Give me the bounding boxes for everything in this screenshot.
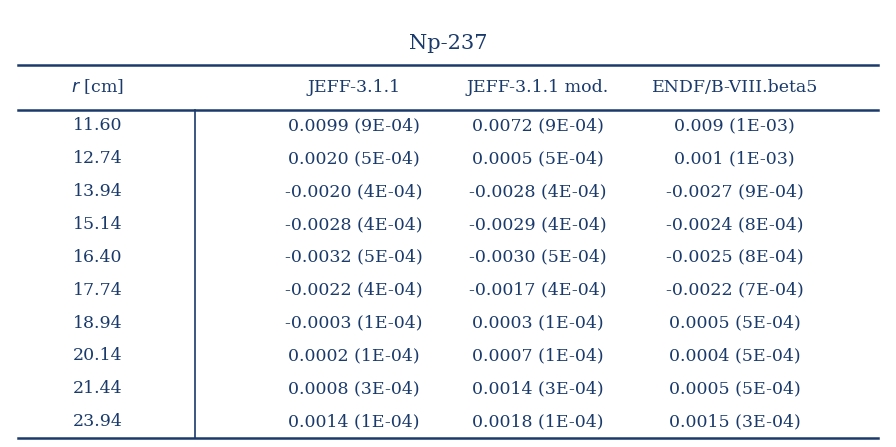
Text: 0.001 (1E-03): 0.001 (1E-03) [675, 150, 795, 167]
Text: 21.44: 21.44 [73, 380, 123, 397]
Text: -0.0022 (7E-04): -0.0022 (7E-04) [666, 282, 804, 299]
Text: 0.0005 (5E-04): 0.0005 (5E-04) [471, 150, 604, 167]
Text: 0.0014 (3E-04): 0.0014 (3E-04) [472, 380, 603, 397]
Text: 0.0002 (1E-04): 0.0002 (1E-04) [289, 347, 419, 364]
Text: 17.74: 17.74 [73, 282, 123, 299]
Text: 18.94: 18.94 [73, 315, 123, 332]
Text: 0.0015 (3E-04): 0.0015 (3E-04) [668, 413, 801, 430]
Text: 20.14: 20.14 [73, 347, 123, 364]
Text: -0.0028 (4E-04): -0.0028 (4E-04) [285, 216, 423, 233]
Text: 11.60: 11.60 [73, 118, 123, 135]
Text: 12.74: 12.74 [73, 150, 123, 167]
Text: -0.0022 (4E-04): -0.0022 (4E-04) [285, 282, 423, 299]
Text: 15.14: 15.14 [73, 216, 123, 233]
Text: JEFF-3.1.1 mod.: JEFF-3.1.1 mod. [467, 79, 608, 96]
Text: -0.0020 (4E-04): -0.0020 (4E-04) [285, 183, 423, 200]
Text: 13.94: 13.94 [73, 183, 123, 200]
Text: $r$ [cm]: $r$ [cm] [71, 78, 125, 97]
Text: 0.0007 (1E-04): 0.0007 (1E-04) [472, 347, 603, 364]
Text: 0.0005 (5E-04): 0.0005 (5E-04) [668, 380, 801, 397]
Text: JEFF-3.1.1: JEFF-3.1.1 [307, 79, 401, 96]
Text: 0.0020 (5E-04): 0.0020 (5E-04) [288, 150, 420, 167]
Text: -0.0029 (4E-04): -0.0029 (4E-04) [469, 216, 607, 233]
Text: 16.40: 16.40 [73, 249, 123, 266]
Text: -0.0028 (4E-04): -0.0028 (4E-04) [469, 183, 607, 200]
Text: -0.0027 (9E-04): -0.0027 (9E-04) [666, 183, 804, 200]
Text: -0.0024 (8E-04): -0.0024 (8E-04) [666, 216, 804, 233]
Text: 0.0003 (1E-04): 0.0003 (1E-04) [472, 315, 603, 332]
Text: 0.009 (1E-03): 0.009 (1E-03) [675, 118, 795, 135]
Text: 0.0099 (9E-04): 0.0099 (9E-04) [288, 118, 420, 135]
Text: 0.0072 (9E-04): 0.0072 (9E-04) [471, 118, 604, 135]
Text: 0.0018 (1E-04): 0.0018 (1E-04) [472, 413, 603, 430]
Text: -0.0017 (4E-04): -0.0017 (4E-04) [469, 282, 607, 299]
Text: 0.0004 (5E-04): 0.0004 (5E-04) [669, 347, 800, 364]
Text: 0.0014 (1E-04): 0.0014 (1E-04) [289, 413, 419, 430]
Text: Np-237: Np-237 [409, 34, 487, 53]
Text: -0.0003 (1E-04): -0.0003 (1E-04) [285, 315, 423, 332]
Text: ENDF/B-VIII.beta5: ENDF/B-VIII.beta5 [651, 79, 818, 96]
Text: -0.0025 (8E-04): -0.0025 (8E-04) [666, 249, 804, 266]
Text: 0.0005 (5E-04): 0.0005 (5E-04) [668, 315, 801, 332]
Text: 23.94: 23.94 [73, 413, 123, 430]
Text: 0.0008 (3E-04): 0.0008 (3E-04) [289, 380, 419, 397]
Text: -0.0030 (5E-04): -0.0030 (5E-04) [469, 249, 607, 266]
Text: -0.0032 (5E-04): -0.0032 (5E-04) [285, 249, 423, 266]
